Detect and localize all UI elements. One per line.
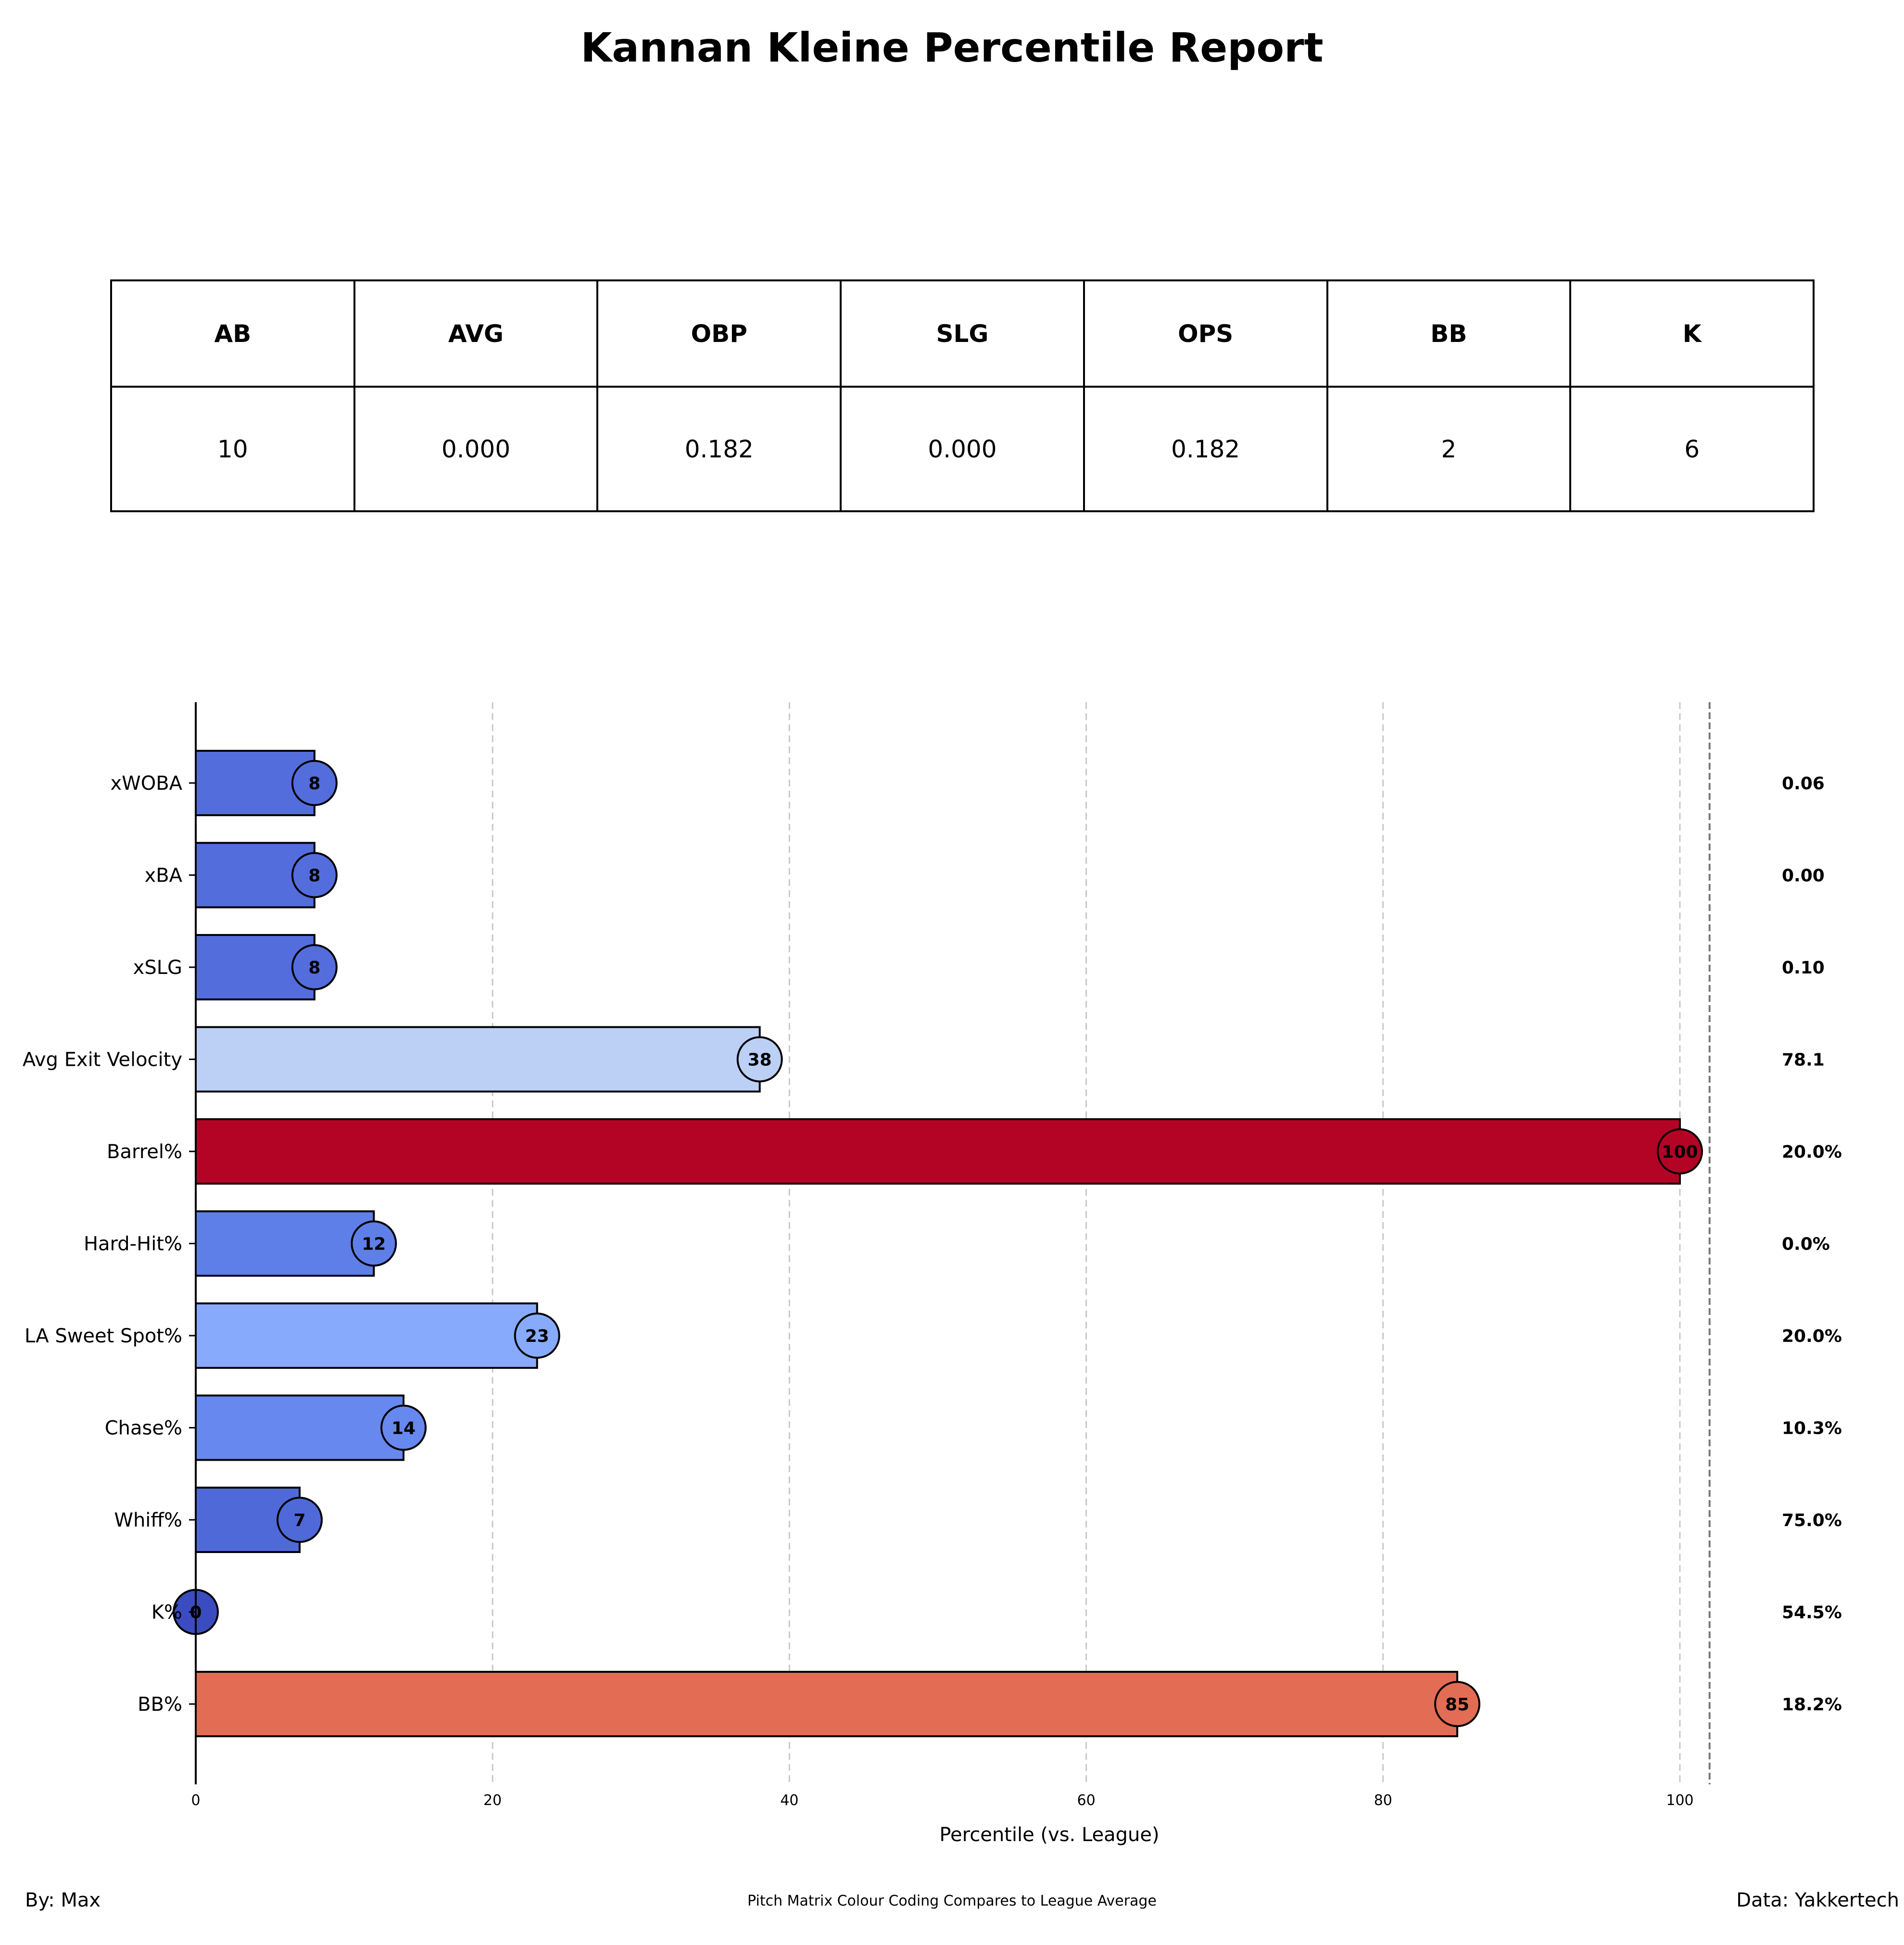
x-tick-label: 100: [1666, 1792, 1693, 1809]
stats-header-ops: OPS: [1083, 279, 1328, 388]
stat-value: 10.3%: [1782, 1419, 1842, 1439]
percentile-marker: [1657, 1128, 1703, 1175]
percentile-marker: [514, 1313, 560, 1359]
percentile-label: 8: [308, 866, 320, 886]
percentile-label: 85: [1445, 1695, 1469, 1715]
percentile-label: 23: [525, 1326, 549, 1346]
x-tick-label: 0: [191, 1792, 200, 1809]
bar: [195, 1118, 1681, 1185]
stats-header-slg: SLG: [840, 279, 1085, 388]
category-label: K%: [151, 1602, 182, 1624]
stats-header-bb: BB: [1326, 279, 1572, 388]
category-label: Hard-Hit%: [84, 1233, 182, 1255]
stat-value: 54.5%: [1782, 1603, 1842, 1623]
stats-table: AB AVG OBP SLG OPS BB K 10 0.000 0.182 0…: [110, 279, 1815, 512]
category-label: xSLG: [133, 957, 182, 979]
stat-value: 0.00: [1782, 866, 1825, 886]
bar: [195, 1026, 761, 1093]
percentile-marker: [1434, 1681, 1481, 1727]
x-tick-label: 20: [483, 1792, 502, 1809]
footer-note: Pitch Matrix Colour Coding Compares to L…: [747, 1893, 1157, 1909]
stat-value: 0.06: [1782, 774, 1825, 794]
category-label: Chase%: [105, 1417, 182, 1440]
percentile-label: 38: [748, 1050, 772, 1070]
percentile-label: 12: [362, 1235, 386, 1254]
stats-header-k: K: [1569, 279, 1815, 388]
percentile-label: 100: [1662, 1142, 1698, 1162]
report-title: Kannan Kleine Percentile Report: [580, 24, 1324, 71]
percentile-marker: [380, 1404, 427, 1451]
category-label: BB%: [138, 1693, 182, 1716]
bar: [195, 1394, 405, 1461]
bar: [195, 1302, 538, 1369]
stat-value: 20.0%: [1782, 1326, 1842, 1346]
category-label: Whiff%: [114, 1509, 182, 1531]
category-label: Barrel%: [107, 1141, 182, 1163]
stat-value: 78.1: [1782, 1050, 1825, 1070]
stats-value-slg: 0.000: [840, 386, 1085, 512]
x-tick-label: 60: [1077, 1792, 1096, 1809]
percentile-label: 14: [391, 1419, 416, 1439]
category-label: xWOBA: [110, 772, 182, 795]
x-tick-label: 80: [1374, 1792, 1392, 1809]
percentile-marker: [736, 1036, 783, 1083]
category-label: Avg Exit Velocity: [23, 1049, 182, 1071]
stat-value: 18.2%: [1782, 1695, 1842, 1715]
percentile-marker: [291, 852, 338, 898]
stats-value-avg: 0.000: [353, 386, 599, 512]
bar: [195, 1671, 1459, 1737]
stats-value-ops: 0.182: [1083, 386, 1328, 512]
percentile-marker: [291, 760, 338, 806]
stats-value-row: 10 0.000 0.182 0.000 0.182 2 6: [110, 386, 1815, 512]
footer-byline: By: Max: [25, 1889, 101, 1911]
grid-lines: [492, 702, 1711, 1784]
stats-value-k: 6: [1569, 386, 1815, 512]
bar-series: 888381001223147085: [173, 750, 1703, 1737]
footer-source: Data: Yakkertech: [1736, 1889, 1899, 1911]
percentile-marker: [291, 944, 338, 990]
x-axis: xWOBA 0.06 xBA 0.00 xSLG 0.10 Avg Exit Velocit…: [23, 702, 1842, 1809]
stats-header-avg: AVG: [353, 279, 599, 388]
bar: [195, 1210, 375, 1277]
stats-value-bb: 2: [1326, 386, 1572, 512]
stat-value: 20.0%: [1782, 1142, 1842, 1162]
stats-header-obp: OBP: [596, 279, 842, 388]
x-tick-label: 40: [780, 1792, 798, 1809]
percentile-label: 7: [293, 1511, 305, 1530]
stat-value: 0.10: [1782, 958, 1825, 978]
stats-value-obp: 0.182: [596, 386, 842, 512]
stat-value: 75.0%: [1782, 1511, 1842, 1530]
percentile-marker: [351, 1220, 397, 1267]
stat-value: 0.0%: [1782, 1235, 1830, 1254]
x-axis-title: Percentile (vs. League): [939, 1824, 1159, 1846]
percentile-marker: [277, 1497, 323, 1543]
stats-header-row: AB AVG OBP SLG OPS BB K: [110, 279, 1815, 388]
stats-header-ab: AB: [110, 279, 355, 388]
percentile-label: 8: [308, 774, 320, 794]
category-label: LA Sweet Spot%: [25, 1325, 182, 1347]
percentile-label: 8: [308, 958, 320, 978]
stats-value-ab: 10: [110, 386, 355, 512]
category-label: xBA: [145, 865, 183, 887]
